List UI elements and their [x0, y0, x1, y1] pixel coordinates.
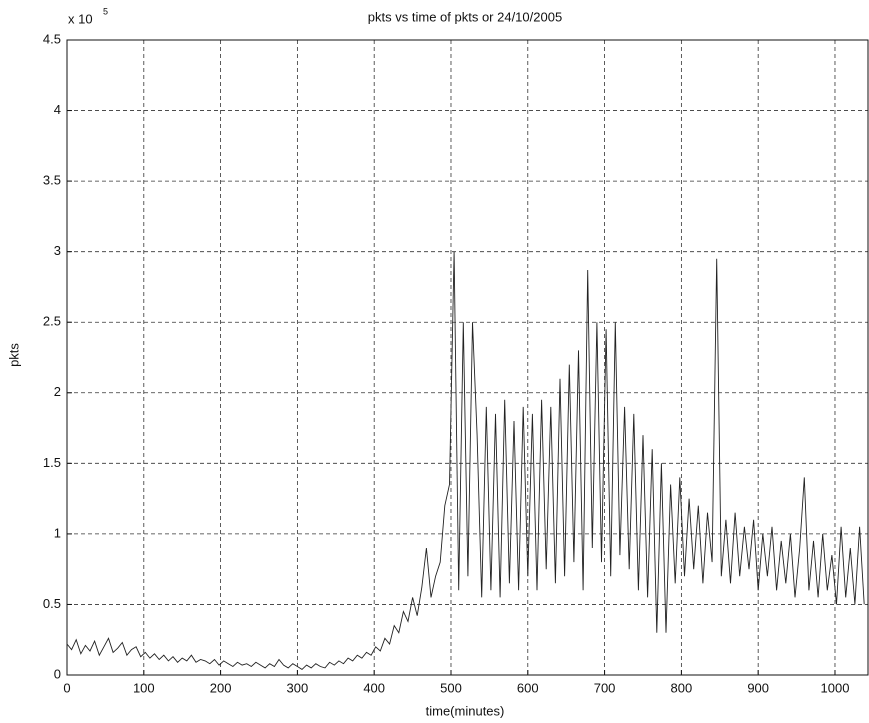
chart-title: pkts vs time of pkts or 24/10/2005 [368, 9, 562, 24]
plot-frame [66, 39, 869, 676]
x-tick-label: 600 [517, 680, 539, 695]
y-tick-label: 4.5 [43, 31, 61, 46]
x-axis-label: time(minutes) [426, 703, 505, 718]
y-tick-label: 4 [54, 102, 61, 117]
x-tick-label: 300 [287, 680, 309, 695]
x-tick-label: 700 [594, 680, 616, 695]
y-tick-label: 3 [54, 243, 61, 258]
y-tick-label: 0.5 [43, 596, 61, 611]
x-tick-label: 400 [363, 680, 385, 695]
x-tick-label: 200 [210, 680, 232, 695]
y-multiplier: x 10 [68, 11, 93, 26]
y-tick-label: 0 [54, 666, 61, 681]
y-axis-label: pkts [6, 343, 21, 367]
y-tick-label: 2 [54, 384, 61, 399]
x-tick-label: 0 [63, 680, 70, 695]
x-tick-label: 500 [440, 680, 462, 695]
x-tick-label: 800 [671, 680, 693, 695]
y-exponent: 5 [103, 6, 108, 16]
y-tick-label: 2.5 [43, 314, 61, 329]
x-tick-label: 1000 [821, 680, 850, 695]
y-tick-label: 1 [54, 525, 61, 540]
data-line [66, 251, 865, 670]
y-tick-label: 3.5 [43, 173, 61, 188]
x-tick-label: 100 [133, 680, 155, 695]
y-tick-label: 1.5 [43, 455, 61, 470]
x-tick-label: 900 [747, 680, 769, 695]
